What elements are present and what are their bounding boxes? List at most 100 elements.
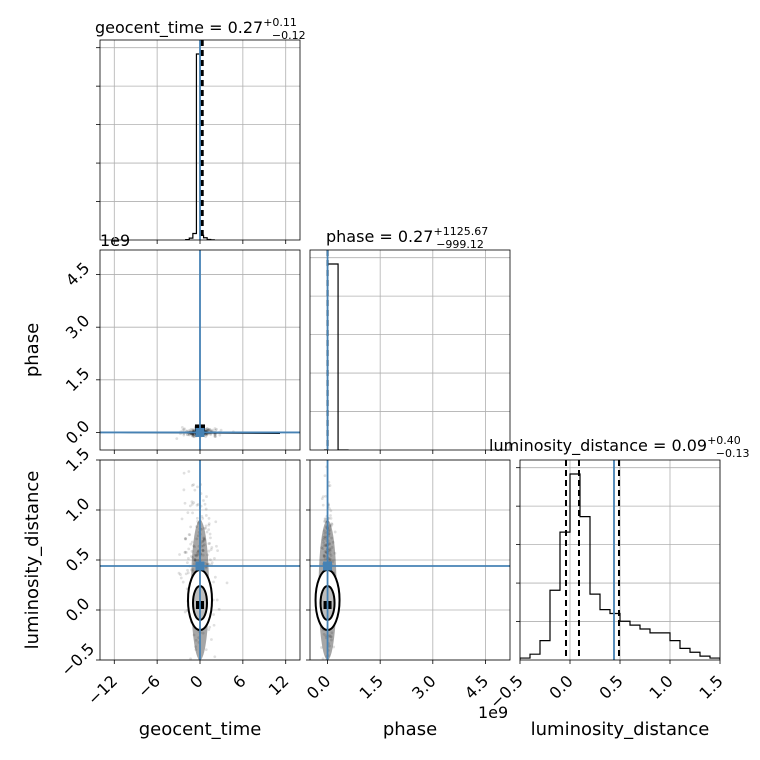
sample-point: [175, 437, 179, 440]
sample-point: [189, 525, 193, 529]
sample-point: [215, 427, 218, 431]
sample-point: [186, 557, 190, 560]
sample-point: [195, 516, 199, 520]
sample-point: [321, 547, 325, 551]
sample-point: [205, 433, 209, 437]
sample-point: [190, 568, 193, 572]
sample-point: [328, 548, 332, 552]
panel-geocent_time-hist: [96, 39, 301, 244]
sample-point: [191, 433, 195, 437]
sample-point: [192, 544, 195, 548]
sample-point: [192, 633, 196, 637]
title-geocent-time: geocent_time = 0.27+0.11 −0.12: [95, 16, 306, 42]
sample-point: [322, 544, 326, 547]
sample-point: [213, 433, 217, 436]
sample-point: [190, 500, 194, 504]
sample-point: [206, 428, 210, 432]
sample-point: [321, 503, 325, 507]
sample-point: [202, 536, 206, 540]
sample-point: [328, 528, 332, 532]
sample-point: [207, 516, 211, 520]
sample-point: [193, 558, 197, 561]
sample-point: [323, 517, 327, 521]
offset-label-phase: 1e9: [100, 231, 130, 250]
sample-point: [194, 648, 198, 651]
sample-point: [328, 644, 331, 648]
sample-point: [208, 532, 212, 536]
sample-point: [218, 433, 222, 437]
sample-point: [213, 575, 217, 579]
sample-point: [200, 514, 204, 518]
sample-point: [209, 548, 213, 551]
sample-point: [328, 633, 332, 637]
sample-point: [215, 544, 218, 548]
sample-point: [330, 638, 333, 642]
sample-point: [181, 580, 185, 584]
sample-point: [204, 526, 208, 530]
sample-point: [201, 553, 205, 557]
sample-point: [205, 427, 209, 431]
sample-point: [330, 546, 334, 549]
sample-point: [329, 635, 333, 639]
sample-point: [321, 538, 325, 542]
sample-point: [191, 429, 195, 433]
sample-point: [207, 428, 210, 432]
sample-point: [184, 537, 187, 541]
sample-point: [203, 526, 206, 530]
panel-content: [100, 460, 300, 660]
sample-point: [216, 549, 219, 553]
sample-point: [214, 428, 218, 432]
sample-point: [323, 555, 327, 558]
sample-point: [188, 433, 192, 436]
sample-point: [195, 553, 198, 557]
sample-point: [214, 520, 218, 524]
sample-point: [188, 533, 192, 537]
sample-point: [179, 576, 183, 580]
sample-point: [187, 428, 191, 432]
sample-point: [193, 553, 197, 557]
sample-point: [321, 495, 325, 499]
sample-point: [193, 558, 197, 562]
sample-point: [192, 428, 196, 432]
sample-point: [323, 474, 327, 478]
sample-point: [323, 535, 327, 538]
sample-point: [206, 553, 210, 557]
truth-marker: [195, 561, 205, 571]
sample-point: [185, 561, 189, 565]
sample-point: [190, 502, 194, 506]
sample-point: [191, 434, 195, 438]
sample-point: [207, 523, 211, 527]
sample-point: [207, 522, 211, 526]
sample-point: [201, 544, 205, 548]
sample-point: [323, 531, 327, 535]
sample-point: [180, 517, 184, 521]
sample-point: [196, 521, 200, 525]
sample-point: [204, 648, 208, 652]
sample-point: [320, 546, 323, 550]
sample-point: [209, 536, 212, 540]
sample-point: [182, 488, 186, 492]
sample-point: [208, 625, 212, 629]
sample-point: [184, 537, 188, 540]
sample-point: [204, 507, 208, 511]
sample-point: [214, 435, 217, 438]
sample-point: [187, 433, 191, 437]
sample-point: [192, 483, 195, 487]
sample-point: [191, 567, 195, 571]
sample-point: [191, 556, 194, 559]
sample-point: [328, 549, 332, 553]
sample-point: [179, 573, 182, 576]
sample-point: [186, 568, 189, 572]
sample-point: [208, 427, 212, 431]
sample-point: [331, 560, 335, 564]
sample-point: [201, 539, 205, 543]
sample-point: [328, 507, 331, 511]
sample-point: [323, 529, 326, 533]
sample-point: [193, 488, 197, 492]
sample-point: [328, 552, 332, 556]
xlabel-luminosity-distance: luminosity_distance: [531, 719, 710, 740]
sample-point: [207, 542, 211, 546]
sample-point: [191, 433, 195, 436]
sample-point: [202, 543, 206, 547]
